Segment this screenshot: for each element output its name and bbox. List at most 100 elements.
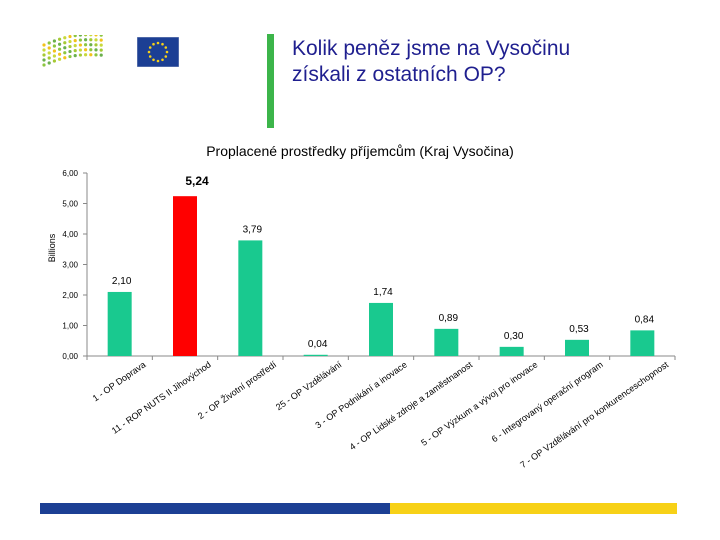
- eu-star-icon: [164, 46, 168, 49]
- x-category-label: 6 - Integrovaný operační program: [490, 359, 605, 444]
- logo-dot: [99, 43, 103, 47]
- bar-value-label: 0,53: [569, 324, 589, 335]
- eu-star-icon: [147, 50, 151, 54]
- logo-dot: [68, 39, 72, 44]
- bar-value-label: 2,10: [112, 276, 132, 287]
- logo-dot: [47, 61, 51, 65]
- logo-dot: [73, 49, 77, 53]
- logo-dot: [89, 48, 93, 52]
- logo-dot: [78, 48, 82, 52]
- eu-star-icon: [164, 55, 168, 58]
- logo-dot: [58, 57, 62, 61]
- bars: 2,10 5,24 3,79 0,04 1,74 0,89 0,30 0,53 0,84: [107, 174, 655, 356]
- x-category-label: 4 - OP Lidské zdroje a zaměstnanost: [348, 359, 475, 452]
- logo-dot: [68, 35, 72, 39]
- logo-dot: [73, 54, 77, 58]
- eu-star-icon: [148, 55, 152, 58]
- eu-star-icon: [156, 41, 160, 45]
- logo-dot: [42, 63, 46, 67]
- logo-dot: [99, 35, 103, 37]
- logo-dot: [63, 56, 67, 60]
- logo-dot: [63, 36, 67, 40]
- logo-dot: [42, 48, 46, 52]
- program-logo: [42, 35, 103, 67]
- page-title-line-1: Kolik peněz jsme na Vysočinu: [292, 37, 571, 60]
- logo-dot: [94, 35, 98, 37]
- logo-dot: [63, 41, 67, 45]
- logo-dot: [63, 46, 67, 50]
- logo-dot: [52, 44, 56, 48]
- bar: [173, 196, 197, 356]
- bar-value-label: 0,84: [635, 314, 655, 325]
- x-category-label: 7 - OP Vzdělávání pro konkurenceschopnos…: [518, 359, 670, 470]
- eu-star-icon: [152, 58, 155, 62]
- logo-dot: [58, 42, 62, 46]
- logo-dot: [84, 48, 88, 52]
- logo-dot: [89, 53, 93, 57]
- bar: [565, 339, 589, 356]
- logo-dot: [99, 38, 103, 42]
- heading-accent-bar: [267, 34, 274, 128]
- bar: [630, 330, 655, 356]
- y-tick-label: 3,00: [62, 261, 78, 270]
- logo-dot: [84, 35, 88, 37]
- y-tick-label: 2,00: [62, 291, 78, 300]
- logo-dot: [94, 38, 98, 42]
- bar: [303, 354, 328, 356]
- page-title-line-2: získali z ostatních OP?: [292, 63, 506, 86]
- logo-dot: [94, 43, 98, 47]
- logo-dot: [52, 49, 56, 53]
- bar-value-label: 5,24: [185, 174, 209, 188]
- logo-dot: [52, 39, 56, 43]
- eu-flag: [137, 37, 179, 67]
- logo-dot: [68, 49, 72, 54]
- logo-dot: [84, 53, 88, 57]
- eu-star-icon: [148, 46, 152, 49]
- logo-dot: [42, 58, 46, 62]
- logo-dot: [89, 35, 93, 37]
- eu-star-icon: [161, 42, 164, 46]
- logo-dot: [99, 48, 103, 52]
- bar: [434, 328, 459, 356]
- logo-dot: [78, 35, 82, 37]
- logo-dot: [84, 38, 88, 42]
- bar-value-label: 0,30: [504, 331, 524, 342]
- eu-star-icon: [161, 58, 164, 62]
- logo-dot: [58, 37, 62, 41]
- logo-dot: [73, 39, 77, 43]
- logo-dot: [47, 41, 51, 45]
- y-tick-label: 6,00: [62, 169, 78, 178]
- y-tick-label: 1,00: [62, 322, 78, 331]
- bar: [369, 302, 393, 356]
- logo-dot: [68, 54, 72, 59]
- x-category-label: 25 - OP Vzdělávání: [274, 359, 344, 412]
- x-category-label: 5 - OP Výzkum a vývoj pro inovace: [419, 359, 539, 447]
- x-category-label: 1 - OP Doprava: [91, 359, 148, 403]
- eu-star-icon: [152, 42, 155, 46]
- bar-value-label: 1,74: [373, 287, 393, 298]
- footer-strip: [40, 503, 677, 514]
- y-axis-label: Billions: [47, 233, 57, 262]
- eu-star-icon: [156, 59, 160, 63]
- bar-value-label: 0,04: [308, 339, 328, 350]
- bar: [238, 240, 263, 356]
- logo-dot: [78, 38, 82, 42]
- page-title: Kolik peněz jsme na Vysočinu získali z o…: [292, 36, 712, 88]
- logo-dot: [73, 35, 77, 38]
- y-tick-label: 0,00: [62, 352, 78, 361]
- logo-dot: [42, 53, 46, 57]
- eu-star-icon: [165, 50, 169, 54]
- logo-dot: [94, 48, 98, 52]
- logo-dot: [47, 46, 51, 50]
- logo-dot: [78, 43, 82, 47]
- logo-dot: [89, 38, 93, 42]
- logo-dot: [94, 53, 98, 57]
- y-tick-label: 5,00: [62, 200, 78, 209]
- chart-title: Proplacené prostředky příjemcům (Kraj Vy…: [206, 143, 514, 159]
- bar-value-label: 0,89: [439, 313, 459, 324]
- bar-value-label: 3,79: [243, 224, 263, 235]
- logo-dot: [52, 54, 56, 58]
- logo-dot: [78, 53, 82, 57]
